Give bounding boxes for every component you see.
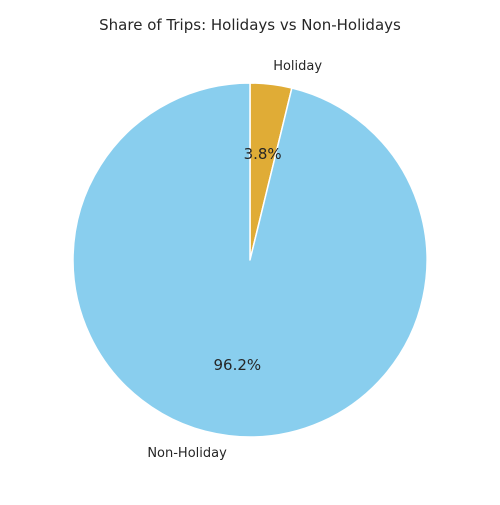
- chart-title: Share of Trips: Holidays vs Non-Holidays: [99, 16, 401, 34]
- slice-percent-holiday: 3.8%: [244, 145, 282, 163]
- slice-label-holiday: Holiday: [273, 59, 322, 74]
- pie-labels: Holiday 3.8% Non-Holiday 96.2%: [147, 59, 322, 461]
- slice-label-non-holiday: Non-Holiday: [147, 446, 227, 461]
- slice-percent-non-holiday: 96.2%: [214, 356, 262, 374]
- pie-slices: [72, 82, 428, 438]
- pie-slice-non-holiday: [72, 82, 428, 438]
